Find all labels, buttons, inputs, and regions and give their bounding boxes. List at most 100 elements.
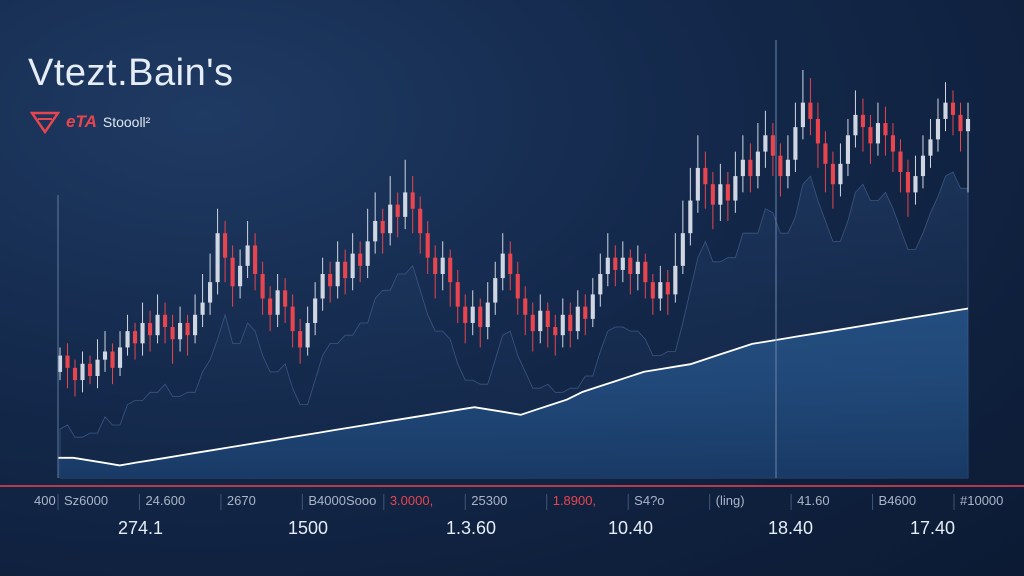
candle <box>890 123 896 172</box>
candle <box>440 241 445 291</box>
candle <box>935 98 941 152</box>
area-fill <box>58 308 968 478</box>
candle <box>515 261 520 315</box>
area-series <box>58 307 969 478</box>
candle <box>650 274 655 315</box>
candle <box>425 220 430 274</box>
candle <box>635 245 640 291</box>
candle <box>905 159 911 217</box>
candle <box>793 102 798 172</box>
tick-label: B4000Sooo <box>308 493 376 508</box>
candle <box>125 314 130 356</box>
candle <box>102 331 108 372</box>
tick-label: #10000 <box>960 493 1003 508</box>
candle <box>215 208 220 295</box>
candle <box>343 249 348 295</box>
candle <box>508 241 513 291</box>
candle <box>763 110 768 168</box>
candle <box>883 106 888 156</box>
candle <box>155 294 160 344</box>
candle <box>193 294 198 344</box>
candle <box>200 274 205 328</box>
area-line <box>58 307 969 467</box>
candle <box>162 302 168 344</box>
candle <box>838 143 843 197</box>
candle <box>808 78 813 136</box>
candle <box>688 167 693 246</box>
candle <box>313 282 318 336</box>
candle <box>770 123 775 177</box>
candle <box>590 278 595 328</box>
candle <box>253 233 258 291</box>
candle <box>185 314 190 356</box>
candle <box>673 233 678 303</box>
candle <box>868 114 873 164</box>
tick-label: 3.0000, <box>390 493 433 508</box>
brand-subtitle: Stoooll² <box>102 114 151 130</box>
candle <box>778 143 783 197</box>
candle <box>178 306 183 352</box>
candle <box>875 102 881 156</box>
candle <box>350 233 355 291</box>
candle <box>268 286 273 332</box>
candle <box>245 220 250 279</box>
candle <box>853 90 858 148</box>
candle <box>208 253 213 315</box>
x-labels: 274.1 1500 1.3.60 10.40 18.40 17.40 <box>118 518 955 538</box>
tick-label: B4600 <box>879 493 917 508</box>
tick-label: 2670 <box>227 493 256 508</box>
candle <box>950 90 956 136</box>
candle <box>530 302 535 352</box>
candle <box>538 294 543 344</box>
candle <box>605 233 610 287</box>
candle <box>680 200 685 274</box>
candle <box>358 241 363 283</box>
candle <box>305 306 310 356</box>
candle <box>418 196 423 254</box>
candle <box>620 241 625 283</box>
candle <box>72 359 78 397</box>
candle <box>965 102 971 193</box>
candle <box>643 253 648 299</box>
candle <box>575 290 580 340</box>
x-label: 10.40 <box>608 518 653 538</box>
candle <box>403 159 408 230</box>
candle <box>463 294 468 344</box>
candle <box>725 172 730 221</box>
x-label: 274.1 <box>118 518 163 538</box>
candle <box>815 102 820 168</box>
candle <box>57 347 63 381</box>
candle <box>87 355 93 385</box>
candle <box>335 241 340 299</box>
candle <box>380 208 385 254</box>
x-label: 17.40 <box>910 518 955 538</box>
candle <box>583 294 588 336</box>
candle <box>665 269 670 315</box>
candle <box>710 172 715 230</box>
candle <box>170 314 175 364</box>
candle <box>448 249 453 307</box>
candle <box>740 135 745 193</box>
candle <box>898 139 903 193</box>
candle <box>695 135 700 213</box>
candle <box>718 163 723 221</box>
candle <box>388 176 393 246</box>
candle <box>140 302 145 356</box>
x-label: 18.40 <box>768 518 813 538</box>
candle <box>553 314 558 356</box>
candle <box>223 220 228 283</box>
y-axis-label: 400 <box>34 493 56 508</box>
candle <box>943 82 948 132</box>
candle <box>132 322 138 360</box>
brand-title: Vtezt.Bain's <box>28 52 234 94</box>
candle <box>493 261 498 315</box>
candle <box>65 343 70 389</box>
candle <box>275 274 280 328</box>
candle <box>478 298 483 348</box>
candle <box>598 253 603 307</box>
candle <box>845 118 850 177</box>
candle <box>260 261 265 315</box>
candle <box>800 70 805 140</box>
candle <box>523 286 528 336</box>
